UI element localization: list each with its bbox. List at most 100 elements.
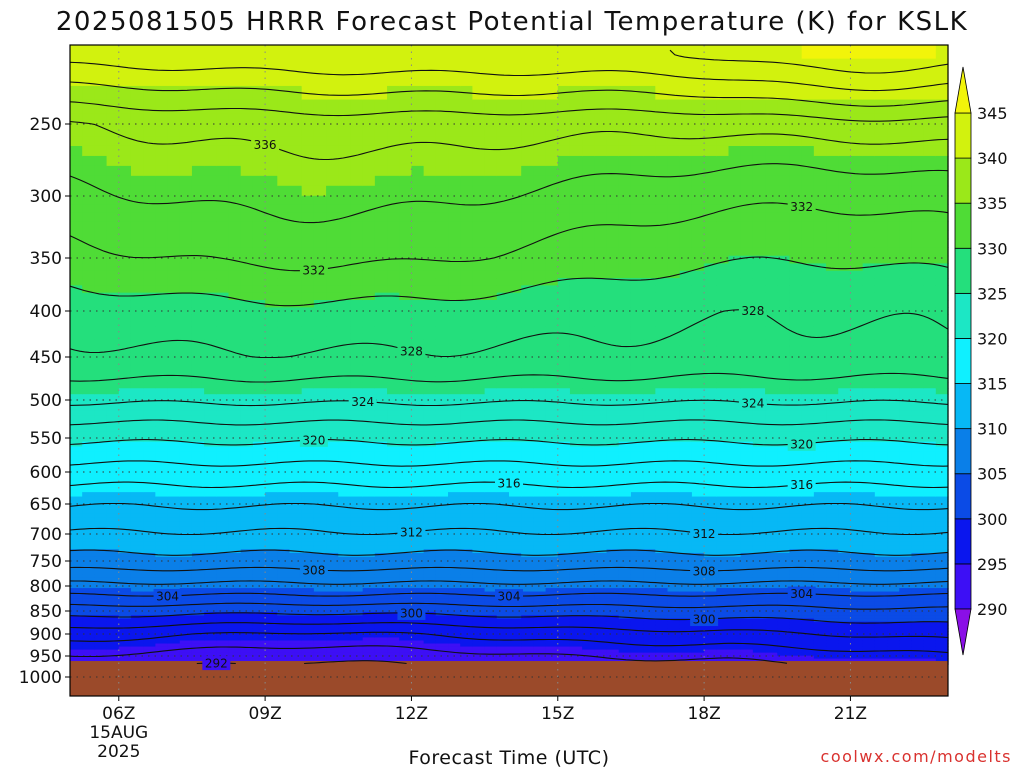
field-cell: [252, 352, 266, 360]
field-cell: [557, 588, 571, 593]
field-cell: [338, 538, 352, 543]
field-cell: [167, 581, 181, 586]
field-cell: [448, 400, 461, 406]
field-cell: [265, 451, 278, 457]
field-cell: [240, 263, 254, 272]
field-cell: [387, 426, 400, 433]
field-cell: [326, 45, 339, 60]
field-cell: [277, 451, 291, 457]
field-cell: [106, 352, 120, 360]
field-cell: [582, 405, 595, 412]
field-cell: [155, 601, 169, 606]
field-cell: [411, 126, 425, 137]
field-cell: [350, 465, 364, 471]
field-cell: [167, 247, 181, 257]
field-cell: [326, 552, 339, 558]
field-cell: [374, 570, 388, 575]
field-cell: [143, 643, 156, 648]
field-cell: [448, 113, 461, 127]
field-cell: [569, 560, 583, 565]
field-cell: [106, 185, 120, 197]
field-cell: [545, 474, 559, 480]
field-cell: [362, 58, 376, 73]
field-cell: [82, 58, 95, 73]
field-cell: [94, 175, 108, 187]
field-cell: [82, 376, 95, 383]
field-cell: [472, 598, 486, 603]
field-cell: [387, 155, 400, 167]
field-cell: [399, 436, 413, 443]
field-cell: [521, 601, 534, 606]
field-cell: [70, 410, 83, 417]
field-cell: [448, 285, 461, 294]
field-cell: [448, 530, 461, 535]
field-cell: [484, 591, 498, 596]
field-cell: [82, 646, 95, 651]
field-cell: [338, 185, 352, 197]
field-cell: [70, 155, 83, 167]
field-cell: [118, 451, 132, 457]
field-cell: [448, 446, 461, 452]
field-cell: [118, 292, 132, 301]
field-cell: [509, 255, 522, 264]
field-cell: [521, 649, 534, 654]
field-cell: [399, 541, 413, 547]
field-cell: [82, 521, 95, 527]
field-cell: [582, 394, 595, 401]
field-cell: [167, 545, 181, 550]
field-cell: [277, 255, 291, 264]
field-cell: [252, 577, 266, 582]
field-cell: [191, 526, 205, 531]
field-cell: [94, 483, 108, 489]
field-cell: [374, 612, 388, 616]
field-cell: [191, 99, 205, 114]
field-cell: [411, 436, 425, 443]
field-cell: [350, 513, 364, 519]
field-cell: [118, 212, 132, 223]
field-cell: [179, 136, 193, 147]
field-cell: [521, 314, 534, 322]
field-cell: [594, 333, 608, 341]
field-cell: [326, 469, 339, 476]
field-cell: [70, 405, 83, 412]
field-cell: [484, 588, 498, 593]
field-cell: [252, 212, 266, 223]
field-cell: [460, 658, 474, 663]
field-cell: [252, 570, 266, 575]
field-cell: [411, 415, 425, 422]
field-cell: [362, 247, 376, 257]
field-cell: [155, 255, 169, 264]
field-cell: [313, 382, 327, 389]
field-cell: [411, 230, 425, 240]
field-cell: [143, 628, 156, 632]
field-cell: [252, 292, 266, 301]
field-cell: [265, 500, 278, 506]
field-cell: [411, 640, 425, 645]
field-cell: [228, 175, 242, 187]
field-cell: [277, 195, 291, 205]
field-cell: [484, 333, 498, 341]
field-cell: [582, 496, 595, 502]
field-cell: [484, 612, 498, 616]
field-cell: [411, 509, 425, 515]
field-cell: [362, 45, 376, 60]
field-cell: [70, 563, 83, 568]
field-cell: [557, 560, 571, 565]
field-cell: [557, 541, 571, 547]
field-cell: [252, 285, 266, 294]
field-cell: [240, 292, 254, 301]
field-cell: [399, 300, 413, 308]
field-cell: [265, 376, 278, 383]
field-cell: [277, 345, 291, 353]
field-cell: [70, 358, 83, 366]
field-cell: [618, 175, 632, 187]
field-cell: [594, 113, 608, 127]
field-cell: [204, 345, 217, 353]
field-cell: [130, 509, 144, 515]
field-cell: [289, 649, 303, 654]
field-cell: [374, 487, 388, 493]
field-cell: [606, 195, 620, 205]
field-cell: [240, 634, 254, 639]
field-cell: [399, 410, 413, 417]
field-cell: [606, 556, 620, 562]
